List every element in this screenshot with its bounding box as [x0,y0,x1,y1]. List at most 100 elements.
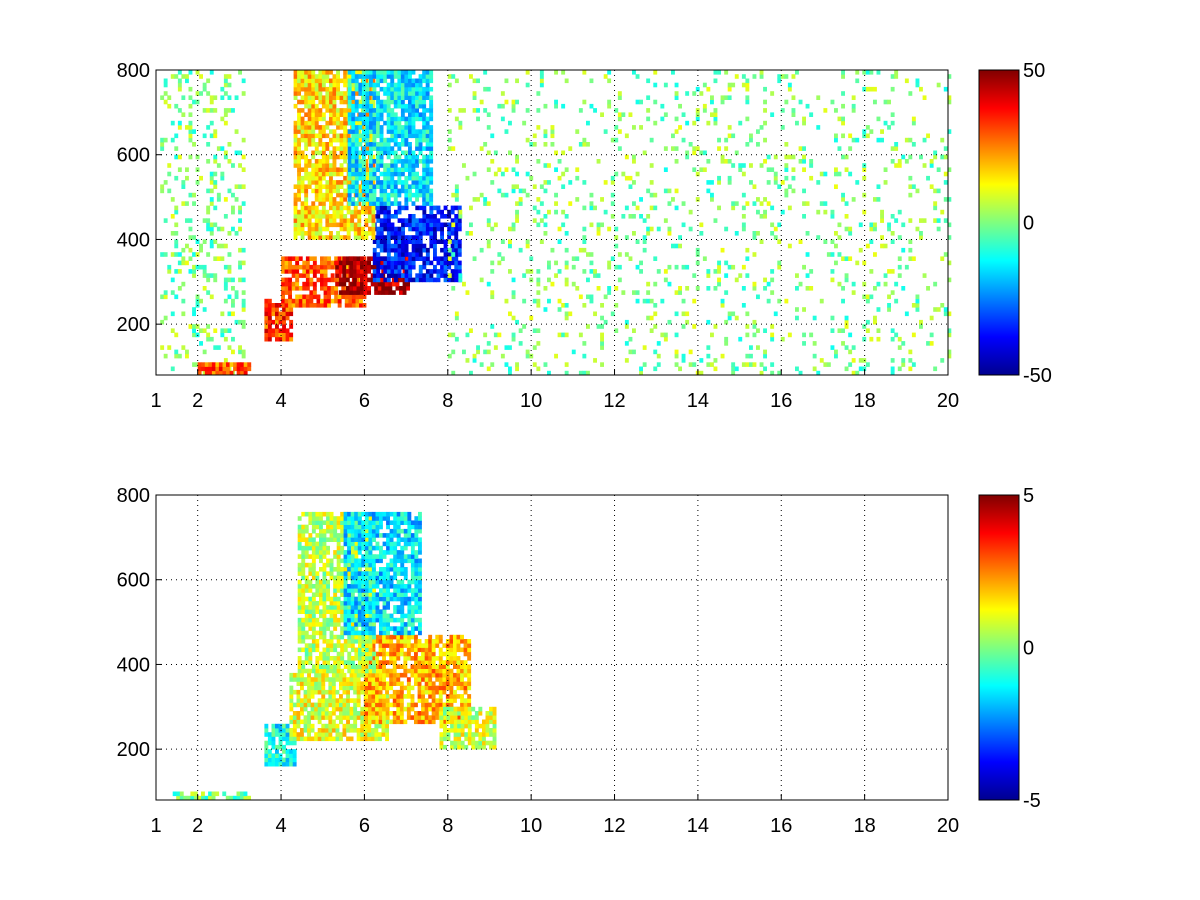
heatmap-cell [371,685,376,691]
heatmap-cell [390,150,395,156]
heatmap-cell [734,277,739,283]
heatmap-cell [610,256,615,261]
heatmap-cell [241,260,246,266]
heatmap-cell [450,209,455,215]
heatmap-cell [390,264,395,270]
heatmap-cell [325,74,330,79]
heatmap-cell [385,728,389,733]
heatmap-cell [344,294,349,300]
heatmap-cell [304,609,309,614]
heatmap-cell [329,222,333,228]
heatmap-cell [656,353,661,359]
heatmap-cell [425,252,430,257]
heatmap-cell [418,277,423,283]
heatmap-cell [357,129,362,134]
heatmap-cell [211,366,216,372]
heatmap-cell [386,70,391,75]
heatmap-cell [297,188,301,194]
heatmap-cell [819,298,824,304]
heatmap-cell [289,689,294,695]
heatmap-cell [550,133,555,139]
heatmap-cell [713,269,718,274]
heatmap-cell [331,681,336,686]
heatmap-cell [738,336,743,342]
heatmap-cell [202,86,207,92]
heatmap-cell [745,82,750,88]
heatmap-cell [440,273,444,278]
heatmap-cell [449,639,454,644]
heatmap-cell [297,209,301,215]
heatmap-cell [295,277,300,283]
heatmap-cell [663,269,668,274]
heatmap-cell [390,171,395,177]
heatmap-cell [320,281,324,287]
heatmap-cell [392,677,397,682]
heatmap-cell [383,180,388,185]
heatmap-cell [378,639,383,644]
heatmap-cell [607,264,612,270]
heatmap-cell [417,689,422,695]
heatmap-cell [238,70,242,75]
heatmap-cell [356,681,361,686]
heatmap-cell [393,137,398,143]
heatmap-cell [453,660,457,665]
heatmap-cell [713,324,718,329]
heatmap-cell [303,681,308,686]
heatmap-cell [440,256,444,261]
heatmap-cell [862,336,867,342]
heatmap-cell [451,370,456,376]
heatmap-cell [303,715,308,720]
heatmap-cell [289,694,294,699]
heatmap-cell [202,328,207,333]
heatmap-cell [317,698,322,703]
heatmap-cell [308,600,313,606]
heatmap-cell [321,711,326,716]
heatmap-cell [372,239,377,244]
heatmap-cell [343,192,348,198]
heatmap-cell [339,142,344,147]
heatmap-cell [332,99,337,105]
heatmap-cell [745,99,750,105]
heatmap-cell [358,116,363,122]
heatmap-cell [284,281,289,287]
heatmap-cell [213,273,218,278]
heatmap-cell [322,567,327,572]
heatmap-cell [763,349,767,355]
heatmap-cell [578,108,583,113]
heatmap-cell [454,78,459,84]
heatmap-cell [486,86,491,92]
heatmap-cell [365,108,370,113]
heatmap-cell [308,562,313,568]
heatmap-cell [483,70,488,75]
heatmap-cell [220,171,225,177]
heatmap-cell [381,728,386,733]
heatmap-cell [347,86,352,92]
heatmap-cell [281,260,285,266]
heatmap-cell [267,753,272,758]
heatmap-cell [311,209,316,215]
heatmap-cell [167,269,172,274]
heatmap-cell [450,226,455,232]
heatmap-cell [305,264,310,270]
heatmap-cell [624,205,629,211]
x-tick-label: 6 [359,390,370,412]
x-tick-label: 4 [275,390,286,412]
heatmap-cell [685,264,690,270]
heatmap-cell [321,167,326,172]
heatmap-cell [318,108,323,113]
heatmap-cell [324,689,329,695]
heatmap-cell [223,336,228,342]
heatmap-cell [271,723,276,729]
heatmap-cell [518,188,523,194]
heatmap-cell [339,685,343,691]
heatmap-cell [417,711,422,716]
heatmap-cell [837,281,842,287]
heatmap-cell [284,290,289,295]
heatmap-cell [385,651,390,657]
heatmap-cell [445,656,450,661]
heatmap-cell [185,260,189,266]
heatmap-cell [422,95,427,100]
heatmap-cell [596,222,601,228]
heatmap-cell [371,715,376,720]
heatmap-cell [311,137,316,143]
